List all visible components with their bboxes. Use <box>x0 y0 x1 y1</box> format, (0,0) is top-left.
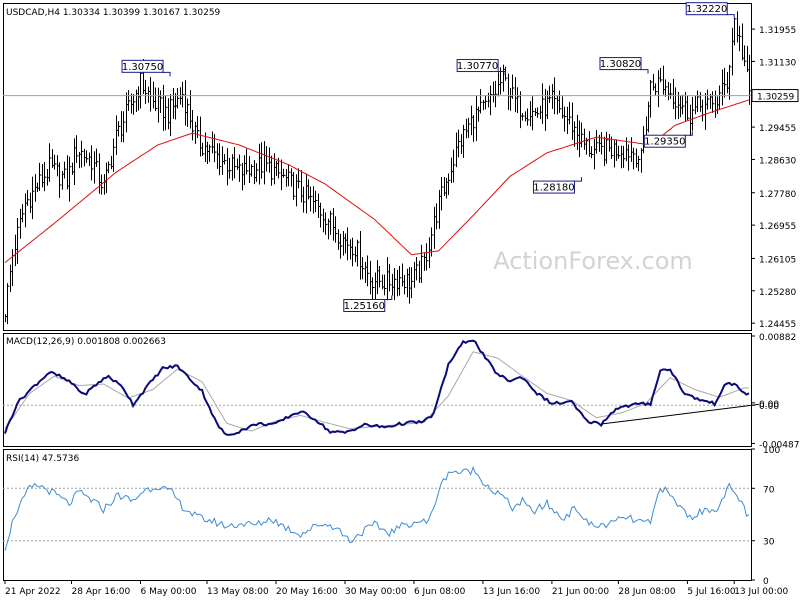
annotation-label: 1.29350 <box>644 137 685 148</box>
annotation-leader <box>726 14 735 19</box>
rsi-axis-label: 30 <box>763 538 775 548</box>
price-chart-title: USDCAD,H4 1.30334 1.30399 1.30167 1.3025… <box>6 8 221 18</box>
price-axis-label: 1.31955 <box>759 26 796 36</box>
annotation-label: 1.30770 <box>457 61 498 72</box>
macd-trendline <box>601 403 759 425</box>
price-axis-label: 1.27780 <box>759 190 796 200</box>
time-axis-label: 6 Jun 08:00 <box>414 587 466 597</box>
price-panel-frame <box>3 3 752 331</box>
annotation-box <box>343 298 386 312</box>
macd-group <box>3 339 759 436</box>
rsi-line <box>4 466 750 551</box>
price-axis-label: 1.24455 <box>759 320 796 330</box>
rsi-panel-frame <box>3 449 752 581</box>
current-price-box <box>751 89 799 103</box>
time-axis-label: 20 May 16:00 <box>276 587 338 597</box>
price-bars-group <box>5 11 752 325</box>
time-axis-label: 28 Jun 08:00 <box>618 587 675 597</box>
price-axis-label: 1.26955 <box>759 222 796 232</box>
time-axis-label: 21 Jun 00:00 <box>552 587 609 597</box>
annotation-leader <box>497 71 506 76</box>
rsi-axis-label: 70 <box>763 485 775 495</box>
watermark: ActionForex.com <box>493 247 693 275</box>
annotation-label: 1.28180 <box>533 183 574 194</box>
macd-axis-label: 0.00 <box>759 402 779 412</box>
price-axis-label: 1.26105 <box>759 255 796 265</box>
time-axis-label: 30 May 00:00 <box>345 587 407 597</box>
time-axis-label: 13 Jun 16:00 <box>483 587 540 597</box>
annotation-leader <box>573 177 582 182</box>
annotation-box <box>532 180 575 194</box>
time-axis-label: 5 Jul 16:00 <box>687 587 736 597</box>
annotation-leader <box>383 295 393 300</box>
rsi-axis-label: 0 <box>763 577 769 587</box>
annotation-leader <box>684 131 693 136</box>
macd-panel-frame <box>3 333 752 447</box>
annotation-label: 1.30820 <box>600 59 641 70</box>
annotation-box <box>456 59 499 73</box>
rsi-group <box>3 466 751 551</box>
price-axis-label: 1.25280 <box>759 288 796 298</box>
price-axis-label: 1.29455 <box>759 124 796 134</box>
annotation-box <box>121 59 164 73</box>
annotation-leader <box>639 69 649 74</box>
macd-axis-label: 0.00 <box>759 400 779 410</box>
time-axis-label: 13 Jul 00:00 <box>734 587 788 597</box>
time-axis-label: 6 May 00:00 <box>140 587 196 597</box>
price-axis-label: 1.28630 <box>759 156 796 166</box>
annotation-label: 1.32220 <box>686 4 727 15</box>
annotation-label: 1.25160 <box>344 301 385 312</box>
annotation-box <box>599 57 642 71</box>
annotation-leader <box>162 71 171 77</box>
current-price-label: 1.30259 <box>757 93 794 103</box>
annotation-label: 1.30750 <box>122 62 163 73</box>
moving-average-line <box>4 99 750 263</box>
rsi-title: RSI(14) 47.5736 <box>6 454 79 464</box>
macd-axis-label: 0.00882 <box>759 333 796 343</box>
time-axis-label: 21 Apr 2022 <box>5 587 61 597</box>
rsi-axis-label: 100 <box>763 446 780 456</box>
macd-line <box>4 339 750 436</box>
annotation-box <box>685 2 728 16</box>
time-axis-label: 28 Apr 16:00 <box>72 587 131 597</box>
annotation-box <box>643 134 686 148</box>
macd-title: MACD(12,26,9) 0.001808 0.002663 <box>6 337 166 347</box>
time-axis-label: 13 May 08:00 <box>207 587 269 597</box>
macd-axis-label: -0.004872 <box>759 440 800 450</box>
price-axis-label: 1.31130 <box>759 58 796 68</box>
